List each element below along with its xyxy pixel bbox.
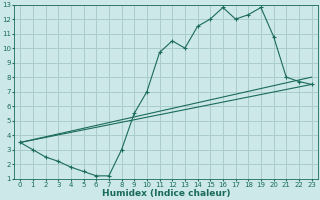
X-axis label: Humidex (Indice chaleur): Humidex (Indice chaleur): [102, 189, 230, 198]
